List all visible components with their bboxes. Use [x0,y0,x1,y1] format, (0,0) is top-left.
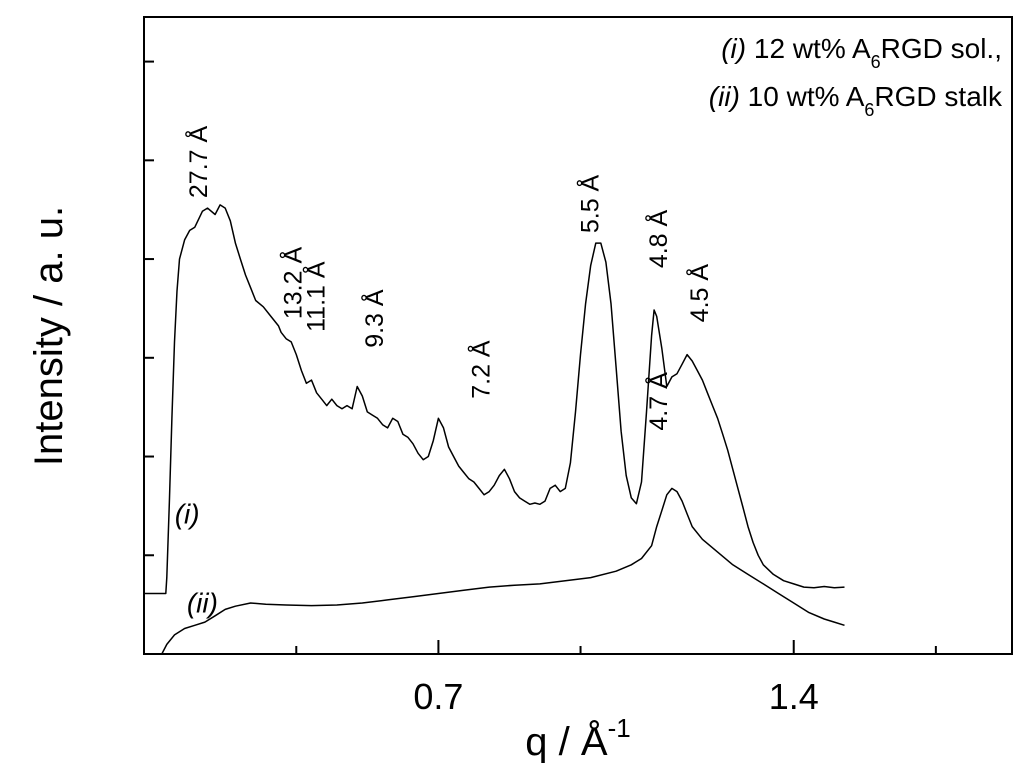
peak-label-3: 9.3 Å [359,289,389,348]
legend-entry-i: (i) 12 wt% A6RGD sol., [721,33,1002,72]
peak-label-5: 5.5 Å [575,174,605,233]
legend: (i) 12 wt% A6RGD sol., (ii) 10 wt% A6RGD… [709,33,1003,120]
series-tag-2: (ii) [187,588,218,619]
y-axis-label: Intensity / a. u. [27,206,71,466]
curves: (i) (ii) [144,204,845,655]
peak-label-2: 11.1 Å [301,261,331,332]
series-line-2 [161,487,845,655]
plot-frame [143,16,1013,655]
peak-label-1: 13.2 Å [278,247,308,320]
peak-label-7: 4.5 Å [684,264,714,323]
peak-label-4: 7.2 Å [466,340,496,399]
legend-entry-ii: (ii) 10 wt% A6RGD stalk [709,81,1003,120]
x-axis-label: q / Å-1 [525,713,630,763]
peak-label-8: 4.7 Å [643,372,673,431]
x-tick-label-0: 0.7 [413,676,463,717]
series-tag-1: (i) [175,498,200,529]
x-tick-label-1: 1.4 [769,676,819,717]
x-ticks: 0.7 1.4 [295,640,937,717]
peak-label-0: 27.7 Å [183,125,213,198]
y-ticks [144,60,154,655]
peak-label-6: 4.8 Å [643,209,673,268]
series-line-1 [144,204,845,595]
peak-annotations: 27.7 Å 13.2 Å11.1 Å 9.3 Å 7.2 Å 5.5 Å 4.8 Å 4.… [183,125,714,430]
